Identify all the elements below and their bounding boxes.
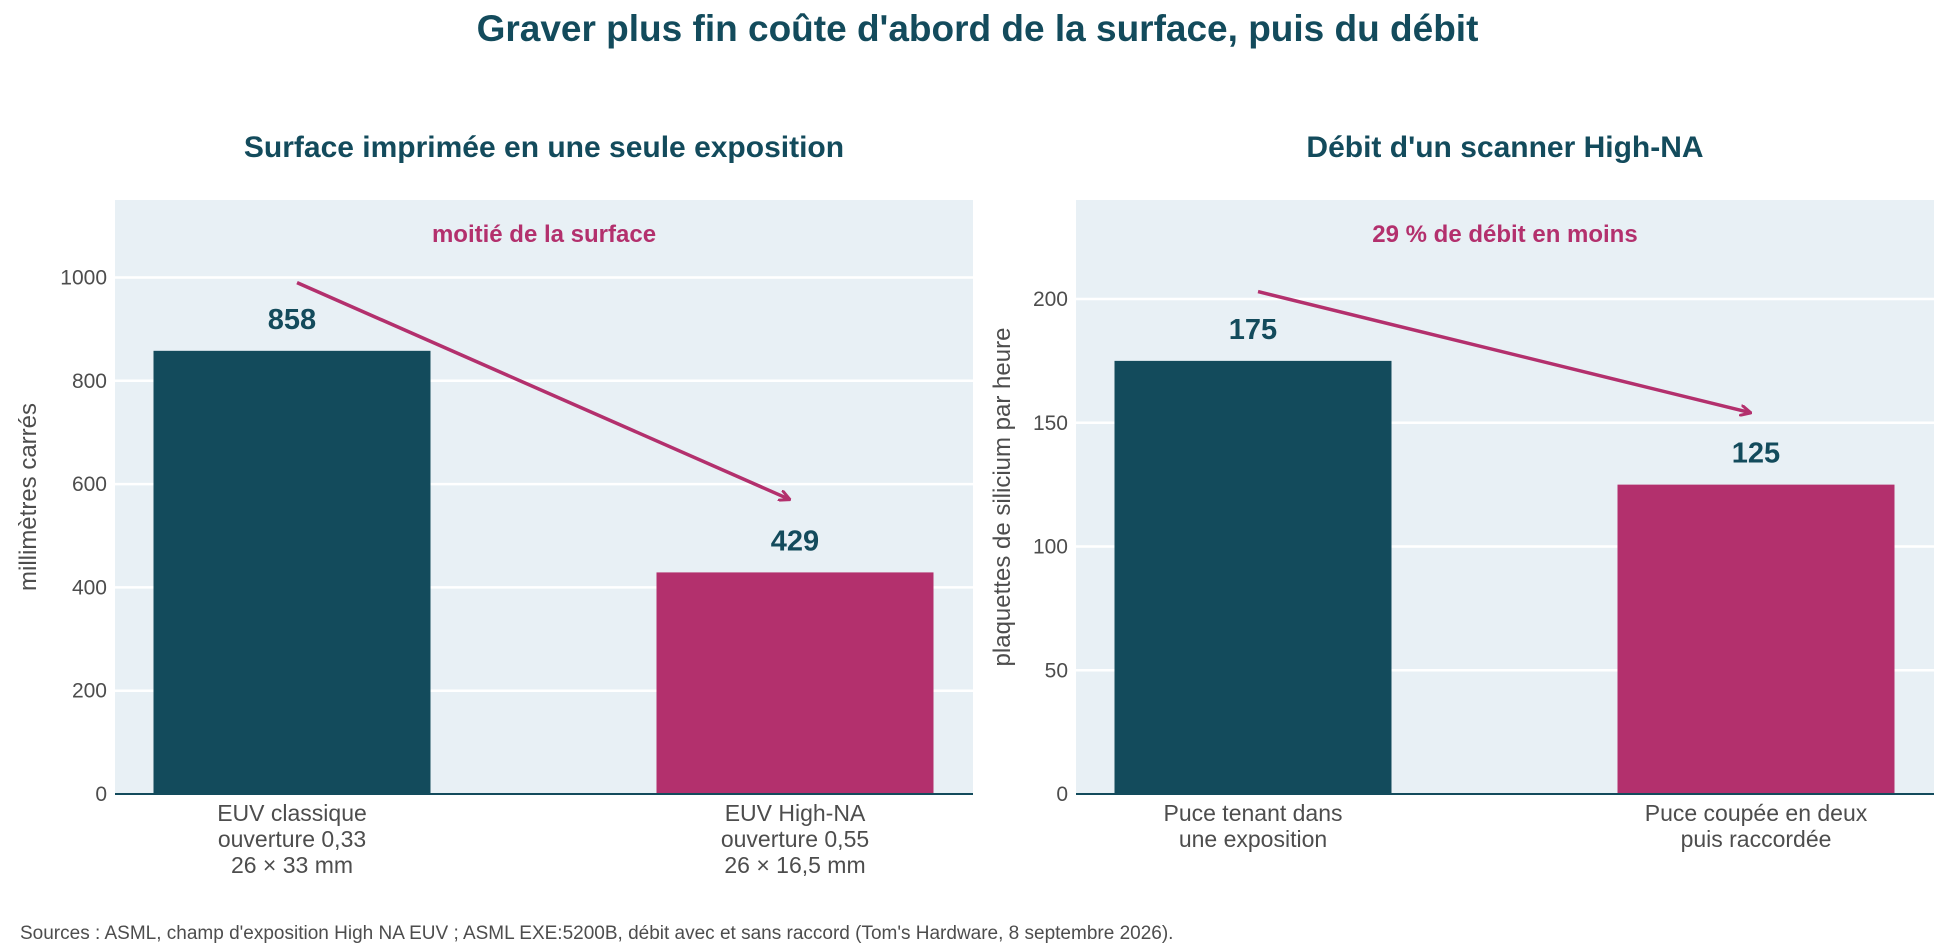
panel2-ytick-label: 150	[1033, 412, 1068, 435]
panel2-title: Débit d'un scanner High-NA	[1306, 131, 1703, 164]
panel2-ytick-label: 50	[1045, 659, 1068, 682]
panel1-annotation: moitié de la surface	[432, 221, 656, 248]
panel2-value-label-1: 175	[1229, 314, 1277, 346]
panel2-category-label: une exposition	[1179, 826, 1327, 852]
panel1-category-label: ouverture 0,55	[721, 826, 869, 852]
panel1-ytick-label: 400	[72, 576, 107, 599]
panel1-title: Surface imprimée en une seule exposition	[244, 131, 844, 164]
panel1-bar-1	[153, 350, 431, 794]
panel1-value-label-1: 858	[268, 304, 316, 336]
panel2-ytick-label: 0	[1056, 783, 1068, 806]
panel1-ytick-label: 1000	[60, 266, 107, 289]
panel1-ytick-label: 0	[95, 783, 107, 806]
panel2-category-label: puis raccordée	[1681, 826, 1832, 852]
panel2-annotation: 29 % de débit en moins	[1372, 221, 1637, 248]
panel2-y-axis-label: plaquettes de silicium par heure	[989, 328, 1016, 667]
panel2-ytick-label: 100	[1033, 536, 1068, 559]
figure-title: Graver plus fin coûte d'abord de la surf…	[476, 8, 1479, 49]
panel1-value-label-2: 429	[771, 525, 819, 557]
panel2-bar-2	[1617, 484, 1895, 794]
panel2-value-label-2: 125	[1732, 438, 1780, 470]
panel2-ytick-label: 200	[1033, 288, 1068, 311]
panel1-y-axis-label: millimètres carrés	[15, 403, 42, 591]
panel2-category-label: Puce tenant dans	[1163, 800, 1342, 826]
panel2-trend-arrow	[1257, 289, 1751, 413]
panel1-ytick-label: 800	[72, 370, 107, 393]
panel2-bar-1	[1114, 360, 1392, 794]
panel2-category-label: Puce coupée en deux	[1645, 800, 1868, 826]
panel1-bar-2	[656, 572, 934, 794]
panel1-category-label: ouverture 0,33	[218, 826, 366, 852]
panel1-category-label: 26 × 16,5 mm	[724, 852, 865, 878]
panel1-category-label: EUV High-NA	[725, 800, 866, 826]
panel1-trend-arrow	[296, 281, 790, 500]
panel1-ytick-label: 600	[72, 473, 107, 496]
source-note: Sources : ASML, champ d'exposition High …	[20, 923, 1174, 944]
panel1-ytick-label: 200	[72, 680, 107, 703]
panel1-category-label: EUV classique	[217, 800, 367, 826]
panel1-category-label: 26 × 33 mm	[231, 852, 353, 878]
